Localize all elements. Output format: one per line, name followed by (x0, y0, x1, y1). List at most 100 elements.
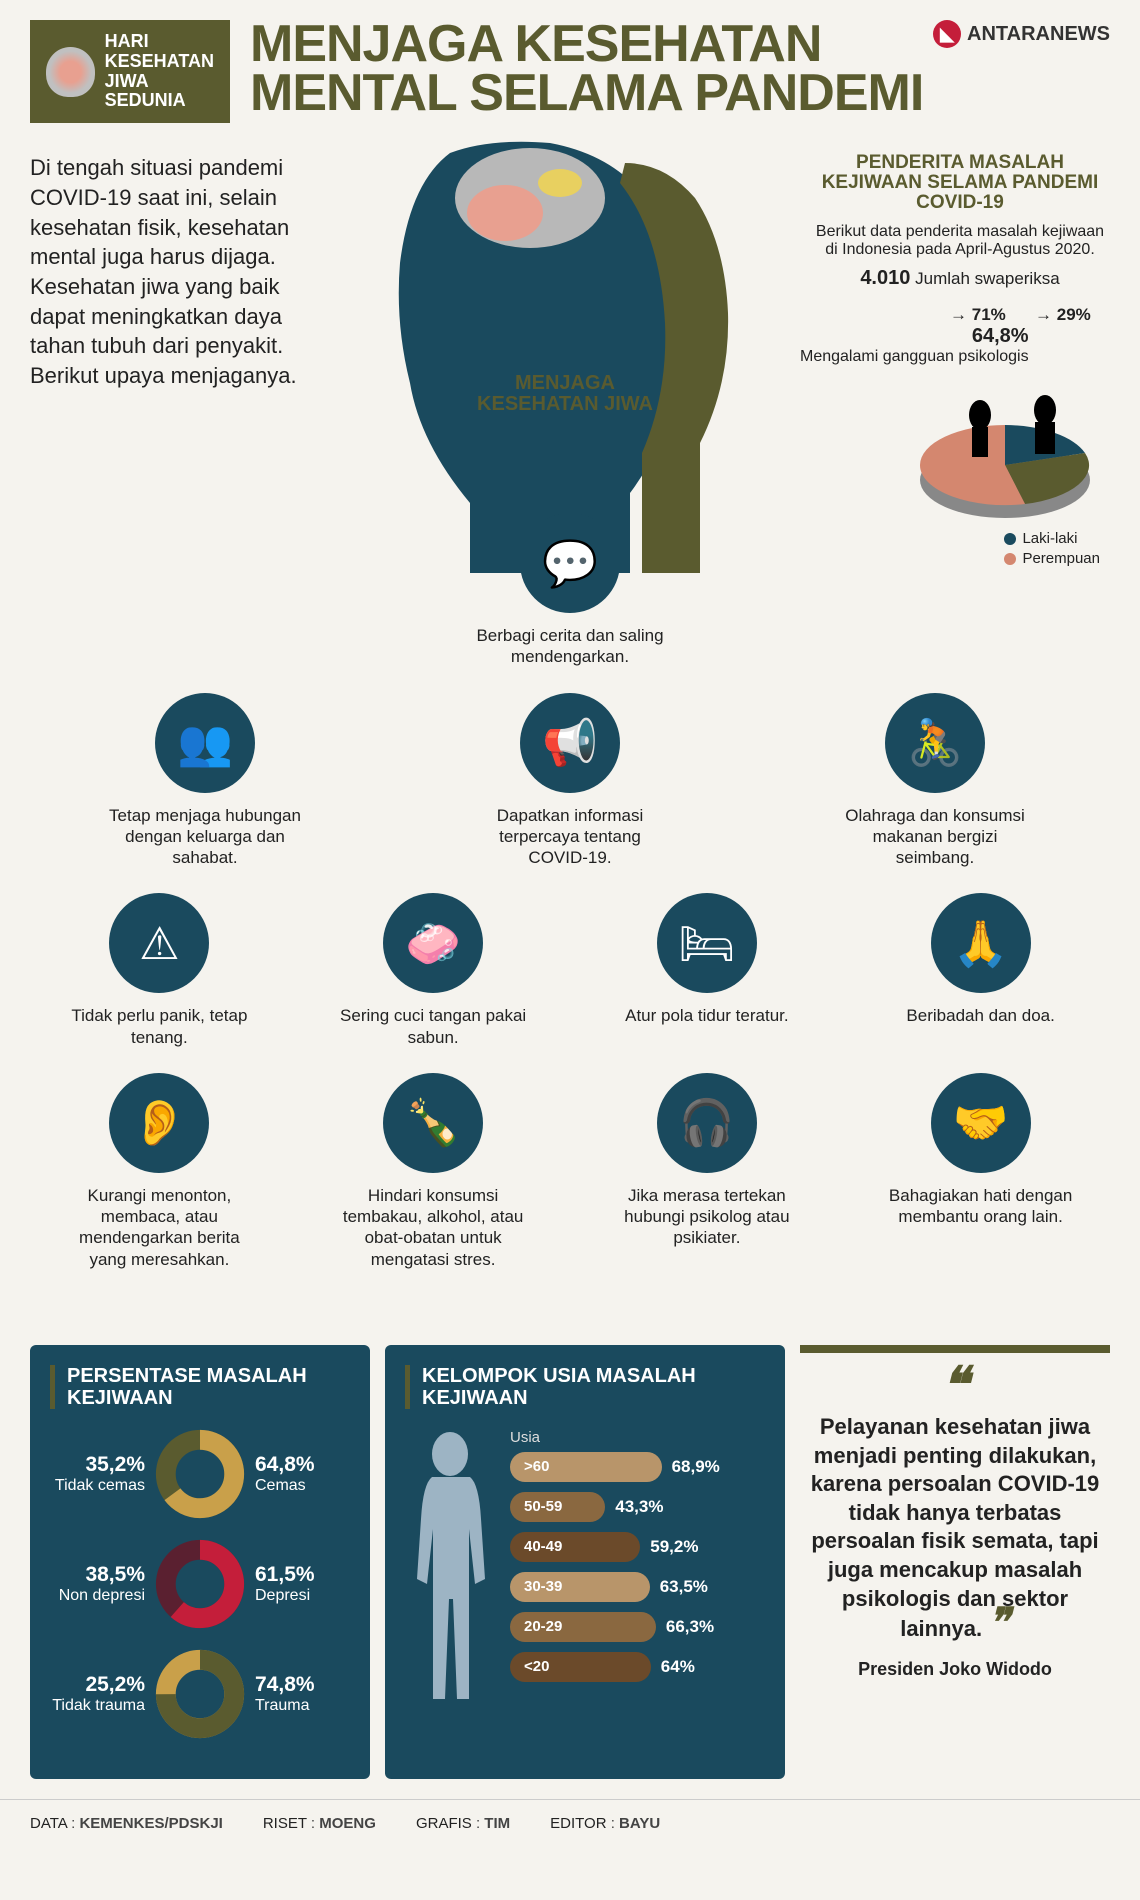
donut-left-label: 25,2%Tidak trauma (50, 1673, 145, 1715)
donut-left-label: 38,5%Non depresi (50, 1563, 145, 1605)
tip-icon: 📢 (520, 693, 620, 793)
tip-text: Berbagi cerita dan saling mendengarkan. (455, 625, 685, 668)
footer-credits: DATA : KEMENKES/PDSKJI RISET : MOENG GRA… (0, 1799, 1140, 1847)
credit-item: RISET : MOENG (263, 1815, 376, 1832)
tip-item: 🙏 Beribadah dan doa. (881, 893, 1081, 1048)
age-pct: 64% (661, 1657, 695, 1677)
age-bar: 50-59 (510, 1492, 605, 1522)
infographic-container: HARI KESEHATAN JIWA SEDUNIA MENJAGA KESE… (0, 0, 1140, 1847)
quote-author: Presiden Joko Widodo (810, 1659, 1100, 1680)
age-bar-row: 40-49 59,2% (510, 1532, 765, 1562)
tip-item: 🤝 Bahagiakan hati dengan membantu orang … (881, 1073, 1081, 1270)
credit-item: GRAFIS : TIM (416, 1815, 510, 1832)
stats-count: 4.010 Jumlah swaperiksa (810, 267, 1110, 290)
donut-row: 35,2%Tidak cemas 64,8%Cemas (50, 1429, 350, 1519)
subtitle-line: KESEHATAN JIWA (477, 394, 653, 415)
tip-item: 🧼 Sering cuci tangan pakai sabun. (333, 893, 533, 1048)
tip-icon: 🍾 (383, 1073, 483, 1173)
age-bar-row: <20 64% (510, 1652, 765, 1682)
tip-item: 🚴 Olahraga dan konsumsi makanan bergizi … (835, 693, 1035, 869)
age-bar: 20-29 (510, 1612, 656, 1642)
badge-line: JIWA (105, 72, 214, 92)
panel-title: KELOMPOK USIA MASALAH KEJIWAAN (405, 1365, 765, 1409)
tip-item: 🛏 Atur pola tidur teratur. (607, 893, 807, 1048)
pie-legend: Laki-laki Perempuan (1004, 530, 1100, 570)
legend-label: Perempuan (1022, 550, 1100, 567)
count-number: 4.010 (860, 267, 910, 289)
age-bars: Usia >60 68,9% 50-59 43,3% 40-49 59,2% 3… (510, 1429, 765, 1709)
main-pct-label: Mengalami gangguan psikologis (800, 348, 1029, 366)
stats-panel: PENDERITA MASALAH KEJIWAAN SELAMA PANDEM… (810, 153, 1110, 573)
tip-text: Dapatkan informasi terpercaya tentang CO… (470, 805, 670, 869)
tip-item: 🍾 Hindari konsumsi tembakau, alkohol, at… (333, 1073, 533, 1270)
donut-right-label: 64,8%Cemas (255, 1453, 350, 1495)
head-silhouette-icon (320, 123, 740, 573)
subtitle: MENJAGA KESEHATAN JIWA (477, 373, 653, 415)
stats-description: Berikut data penderita masalah kejiwaan … (810, 223, 1110, 259)
tip-text: Jika merasa tertekan hubungi psikolog at… (607, 1185, 807, 1249)
subtitle-line: MENJAGA (477, 373, 653, 394)
age-bar: <20 (510, 1652, 651, 1682)
age-bar-row: >60 68,9% (510, 1452, 765, 1482)
tip-item: 📢 Dapatkan informasi terpercaya tentang … (470, 693, 670, 869)
pie-main-label: 64,8% Mengalami gangguan psikologis (800, 325, 1029, 366)
badge-text: HARI KESEHATAN JIWA SEDUNIA (105, 32, 214, 111)
quote-box: ❝ Pelayanan kesehatan jiwa menjadi penti… (800, 1345, 1110, 1779)
quote-text: Pelayanan kesehatan jiwa menjadi penting… (810, 1413, 1100, 1644)
donut-row: 25,2%Tidak trauma 74,8%Trauma (50, 1649, 350, 1739)
pie-chart-area: 64,8% Mengalami gangguan psikologis → 71… (810, 305, 1110, 555)
legend-dot-icon (1004, 533, 1016, 545)
brain-icon (46, 47, 95, 97)
tips-row: 👂 Kurangi menonton, membaca, atau menden… (30, 1073, 1110, 1270)
age-pct: 43,3% (615, 1497, 663, 1517)
legend-label: Laki-laki (1022, 530, 1077, 547)
tip-item: 👥 Tetap menjaga hubungan dengan keluarga… (105, 693, 305, 869)
age-panel: KELOMPOK USIA MASALAH KEJIWAAN Usia >60 … (385, 1345, 785, 1779)
age-pct: 66,3% (666, 1617, 714, 1637)
body-silhouette-icon (405, 1429, 495, 1709)
age-bar: 40-49 (510, 1532, 640, 1562)
legend-item: Laki-laki (1004, 530, 1100, 547)
age-pct: 63,5% (660, 1577, 708, 1597)
tip-item: 🎧 Jika merasa tertekan hubungi psikolog … (607, 1073, 807, 1270)
tip-icon: 🚴 (885, 693, 985, 793)
badge-line: KESEHATAN (105, 52, 214, 72)
tip-text: Bahagiakan hati dengan membantu orang la… (881, 1185, 1081, 1228)
tip-text: Kurangi menonton, membaca, atau mendenga… (59, 1185, 259, 1270)
quote-open-icon: ❝ (810, 1373, 1100, 1398)
donut-right-label: 61,5%Depresi (255, 1563, 350, 1605)
tip-icon: 🎧 (657, 1073, 757, 1173)
donut-chart-icon (155, 1539, 245, 1629)
tips-row: ⚠ Tidak perlu panik, tetap tenang. 🧼 Ser… (30, 893, 1110, 1048)
tip-text: Tidak perlu panik, tetap tenang. (59, 1005, 259, 1048)
intro-text: Di tengah situasi pandemi COVID-19 saat … (30, 153, 320, 573)
donut-chart-icon (155, 1429, 245, 1519)
age-pct: 68,9% (672, 1457, 720, 1477)
donut-chart-icon (155, 1649, 245, 1739)
tip-icon: 🛏 (657, 893, 757, 993)
tip-text: Tetap menjaga hubungan dengan keluarga d… (105, 805, 305, 869)
head-silhouette-area: MENJAGA KESEHATAN JIWA (340, 153, 790, 573)
legend-item: Perempuan (1004, 550, 1100, 567)
badge-line: HARI (105, 32, 214, 52)
chat-icon: 💬 (520, 513, 620, 613)
percentage-panel: PERSENTASE MASALAH KEJIWAAN 35,2%Tidak c… (30, 1345, 370, 1779)
logo-text: ANTARANEWS (967, 23, 1110, 46)
age-content: Usia >60 68,9% 50-59 43,3% 40-49 59,2% 3… (405, 1429, 765, 1709)
donut-list: 35,2%Tidak cemas 64,8%Cemas 38,5%Non dep… (50, 1429, 350, 1739)
legend-dot-icon (1004, 553, 1016, 565)
count-label: Jumlah swaperiksa (915, 269, 1060, 288)
donut-right-label: 74,8%Trauma (255, 1673, 350, 1715)
pie-chart-icon (910, 375, 1100, 525)
tip-icon: 🤝 (931, 1073, 1031, 1173)
age-bar-row: 50-59 43,3% (510, 1492, 765, 1522)
tip-item: ⚠ Tidak perlu panik, tetap tenang. (59, 893, 259, 1048)
main-title: MENJAGA KESEHATAN MENTAL SELAMA PANDEMI (230, 20, 933, 119)
female-pct: → 71% (950, 305, 1006, 325)
tips-row: 👥 Tetap menjaga hubungan dengan keluarga… (30, 693, 1110, 869)
tips-grid: 👥 Tetap menjaga hubungan dengan keluarga… (0, 693, 1140, 1325)
title-line-1: MENJAGA KESEHATAN (250, 20, 933, 69)
tip-text: Hindari konsumsi tembakau, alkohol, atau… (333, 1185, 533, 1270)
age-bar: >60 (510, 1452, 662, 1482)
age-bar-row: 20-29 66,3% (510, 1612, 765, 1642)
